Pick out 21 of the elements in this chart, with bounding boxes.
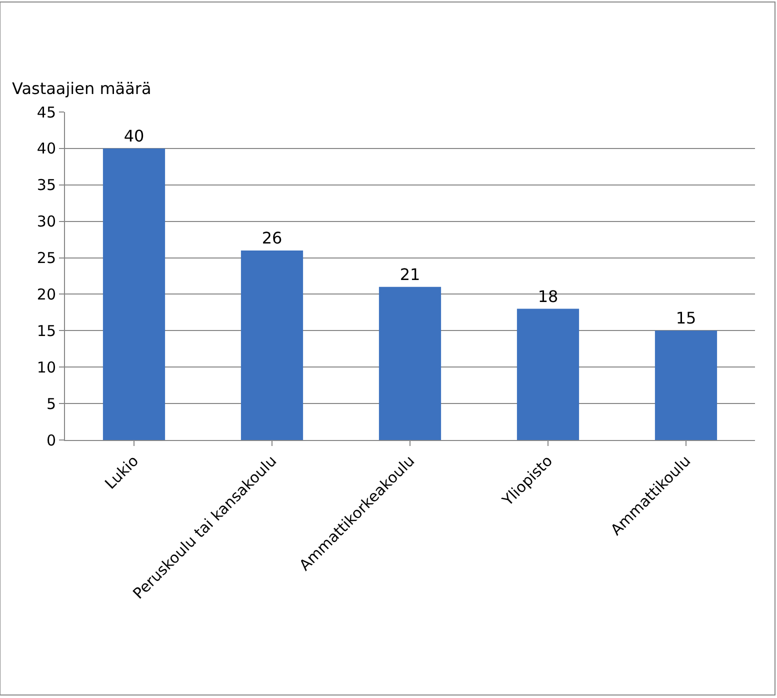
data-label: 18 xyxy=(538,286,558,306)
data-label: 15 xyxy=(676,308,696,328)
bar xyxy=(102,148,166,440)
y-axis-title: Vastaajien määrä xyxy=(12,79,152,98)
y-tick-label: 15 xyxy=(36,322,56,340)
data-label: 40 xyxy=(124,126,144,146)
y-tick-label: 35 xyxy=(36,176,56,194)
bar xyxy=(654,330,718,440)
y-tick-label: 25 xyxy=(36,249,56,268)
y-tick-label: 45 xyxy=(36,103,56,122)
y-tick-label: 10 xyxy=(36,358,56,376)
bar xyxy=(240,250,304,440)
bar xyxy=(516,308,580,440)
data-label: 26 xyxy=(262,228,282,248)
y-tick-label: 5 xyxy=(46,394,56,413)
y-tick-label: 0 xyxy=(46,431,56,450)
y-tick-label: 40 xyxy=(36,140,56,158)
y-tick-label: 30 xyxy=(36,212,56,231)
y-tick-label: 20 xyxy=(36,285,56,304)
bar xyxy=(378,286,442,440)
data-label: 21 xyxy=(400,264,420,284)
